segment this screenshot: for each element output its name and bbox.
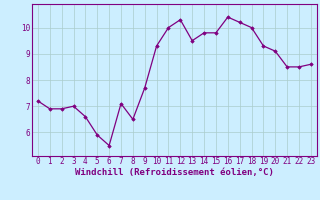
X-axis label: Windchill (Refroidissement éolien,°C): Windchill (Refroidissement éolien,°C) [75,168,274,177]
